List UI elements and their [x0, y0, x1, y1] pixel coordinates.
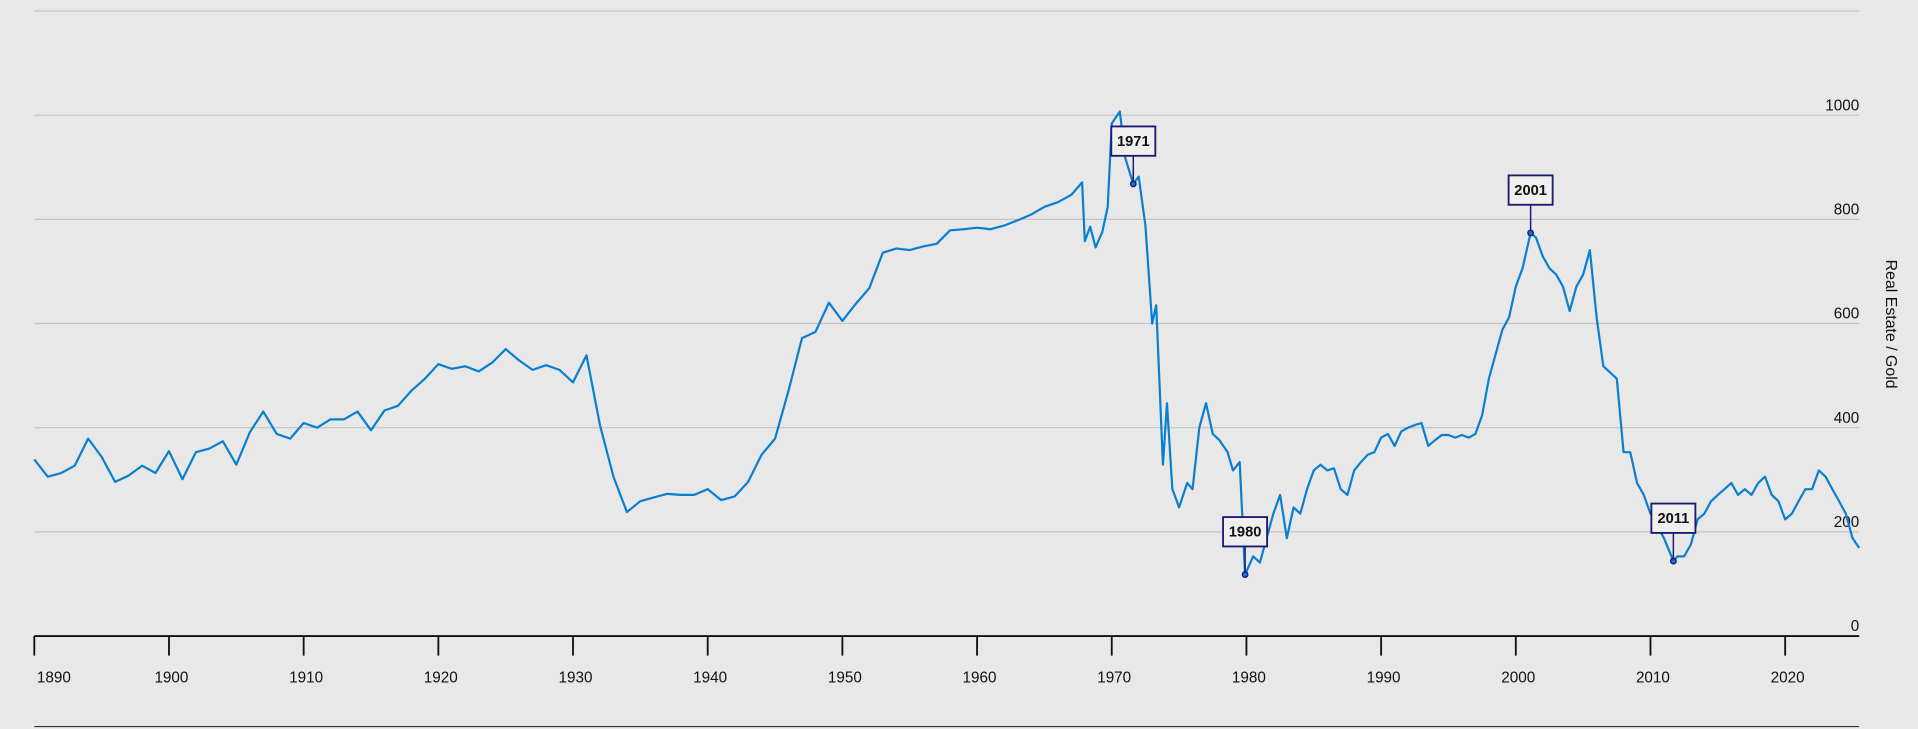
annotation-label: 1971 [1117, 134, 1150, 150]
x-tick-label: 1920 [424, 670, 458, 687]
y-tick-label: 600 [1834, 306, 1859, 323]
x-tick-label: 1940 [693, 670, 727, 687]
annotation-box [1222, 516, 1269, 548]
x-tick-label: 1900 [154, 670, 188, 687]
annotation-label: 1980 [1229, 525, 1262, 541]
x-tick-label: 2000 [1501, 670, 1535, 687]
x-tick-label: 2020 [1771, 670, 1805, 687]
x-tick-label: 1930 [558, 670, 592, 687]
x-tick-label: 1910 [289, 670, 323, 687]
y-tick-label: 1000 [1825, 97, 1859, 114]
y-axis-title: Real Estate / Gold [1882, 260, 1899, 389]
x-tick-label: 1950 [828, 670, 862, 687]
y-tick-label: 400 [1834, 410, 1859, 427]
annotation-marker [1669, 557, 1677, 565]
x-tick-label: 2010 [1636, 670, 1670, 687]
x-tick-label: 1970 [1097, 670, 1131, 687]
x-tick-label: 1960 [963, 670, 997, 687]
annotation-box [1507, 174, 1554, 206]
x-tick-label: 1890 [37, 670, 71, 687]
annotation-box [1650, 502, 1697, 534]
annotation-box [1110, 125, 1157, 157]
annotation-label: 2001 [1514, 183, 1547, 199]
line-series [33, 110, 1861, 576]
y-tick-label: 200 [1834, 514, 1859, 531]
y-tick-label: 0 [1851, 618, 1859, 635]
annotation-label: 2011 [1657, 511, 1689, 527]
annotation-marker [1527, 229, 1535, 237]
x-tick-label: 1990 [1367, 670, 1401, 687]
annotation-marker [1241, 571, 1249, 579]
annotation-marker [1129, 180, 1137, 188]
x-tick-label: 1980 [1232, 670, 1266, 687]
y-tick-label: 800 [1834, 201, 1859, 218]
